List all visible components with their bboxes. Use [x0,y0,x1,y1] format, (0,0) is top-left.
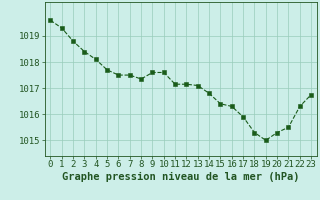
X-axis label: Graphe pression niveau de la mer (hPa): Graphe pression niveau de la mer (hPa) [62,172,300,182]
